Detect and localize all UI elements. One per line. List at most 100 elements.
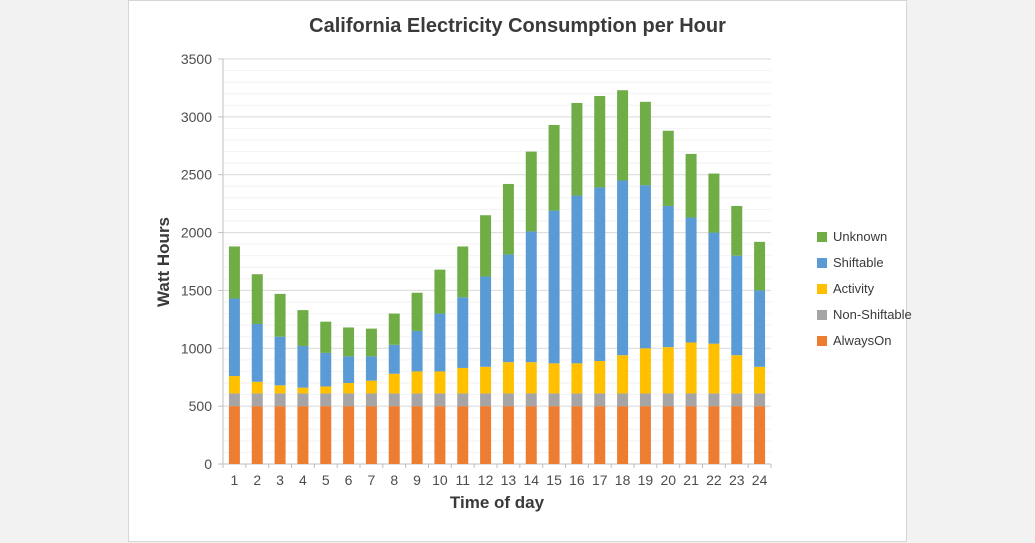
bar-segment-activity-hour-13 bbox=[502, 362, 514, 394]
bar-segment-non-shiftable-hour-19 bbox=[639, 393, 651, 407]
chart-card: California Electricity Consumption per H… bbox=[128, 0, 912, 542]
x-tick-label: 20 bbox=[660, 472, 676, 488]
x-tick-label: 9 bbox=[413, 472, 421, 488]
legend-swatch bbox=[817, 335, 827, 346]
legend-label: Shiftable bbox=[833, 255, 884, 270]
bar-segment-unknown-hour-23 bbox=[731, 205, 743, 256]
bar-segment-activity-hour-12 bbox=[480, 366, 492, 394]
bars bbox=[228, 90, 766, 464]
bar-segment-shiftable-hour-6 bbox=[343, 356, 355, 383]
bar-segment-non-shiftable-hour-17 bbox=[594, 393, 606, 407]
bar-segment-unknown-hour-8 bbox=[388, 313, 400, 345]
bar-segment-alwayson-hour-13 bbox=[502, 406, 514, 464]
bar-segment-unknown-hour-16 bbox=[571, 102, 583, 196]
bar-segment-shiftable-hour-5 bbox=[320, 352, 332, 387]
bar-segment-non-shiftable-hour-8 bbox=[388, 393, 400, 407]
bar-segment-unknown-hour-2 bbox=[251, 274, 263, 324]
bar-segment-alwayson-hour-1 bbox=[228, 406, 240, 464]
bar-segment-activity-hour-1 bbox=[228, 376, 240, 394]
bar-segment-shiftable-hour-21 bbox=[685, 217, 697, 343]
bar-segment-activity-hour-21 bbox=[685, 342, 697, 394]
bar-segment-unknown-hour-3 bbox=[274, 293, 286, 337]
bar-segment-unknown-hour-5 bbox=[320, 321, 332, 353]
bar-segment-shiftable-hour-19 bbox=[639, 185, 651, 349]
bar-segment-non-shiftable-hour-10 bbox=[434, 393, 446, 407]
bar-segment-shiftable-hour-14 bbox=[525, 231, 537, 363]
bar-segment-alwayson-hour-4 bbox=[297, 406, 309, 464]
bar-segment-shiftable-hour-20 bbox=[662, 205, 674, 348]
minor-gridlines bbox=[223, 70, 771, 453]
chart-title: California Electricity Consumption per H… bbox=[309, 15, 726, 37]
x-axis: 1 2 3 4 5 6 7 8 9 10 11 12 13 14 15 16 17 18 19 20 21 22 23 24 bbox=[222, 463, 772, 488]
bar-segment-alwayson-hour-8 bbox=[388, 406, 400, 464]
bar-segment-shiftable-hour-3 bbox=[274, 336, 286, 386]
bar-segment-shiftable-hour-22 bbox=[708, 232, 720, 344]
y-tick-label: 500 bbox=[189, 398, 213, 414]
bar-segment-shiftable-hour-16 bbox=[571, 195, 583, 364]
bar-segment-activity-hour-7 bbox=[365, 380, 377, 394]
bar-segment-alwayson-hour-3 bbox=[274, 406, 286, 464]
bar-segment-non-shiftable-hour-9 bbox=[411, 393, 423, 407]
bar-segment-shiftable-hour-15 bbox=[548, 210, 560, 364]
bar-segment-non-shiftable-hour-6 bbox=[343, 393, 355, 407]
legend-swatch bbox=[817, 231, 827, 242]
bar-segment-unknown-hour-18 bbox=[617, 90, 629, 181]
bar-segment-shiftable-hour-17 bbox=[594, 187, 606, 362]
bar-segment-non-shiftable-hour-22 bbox=[708, 393, 720, 407]
x-tick-label: 14 bbox=[523, 472, 539, 488]
bar-segment-activity-hour-24 bbox=[754, 366, 766, 394]
bar-segment-shiftable-hour-24 bbox=[754, 290, 766, 367]
bar-segment-unknown-hour-10 bbox=[434, 269, 446, 314]
bar-segment-non-shiftable-hour-21 bbox=[685, 393, 697, 407]
bar-segment-alwayson-hour-24 bbox=[754, 406, 766, 464]
bar-segment-unknown-hour-12 bbox=[480, 215, 492, 277]
bar-segment-activity-hour-9 bbox=[411, 371, 423, 394]
bar-segment-non-shiftable-hour-23 bbox=[731, 393, 743, 407]
legend-item-unknown: Unknown bbox=[817, 229, 912, 244]
bar-segment-unknown-hour-20 bbox=[662, 130, 674, 206]
legend-label: Activity bbox=[833, 281, 875, 296]
bar-segment-alwayson-hour-18 bbox=[617, 406, 629, 464]
bar-segment-non-shiftable-hour-14 bbox=[525, 393, 537, 407]
bar-segment-alwayson-hour-7 bbox=[365, 406, 377, 464]
bar-segment-unknown-hour-19 bbox=[639, 101, 651, 186]
bar-segment-non-shiftable-hour-5 bbox=[320, 393, 332, 407]
bar-segment-activity-hour-5 bbox=[320, 386, 332, 394]
y-tick-label: 3000 bbox=[181, 109, 212, 125]
y-tick-label: 1000 bbox=[181, 340, 212, 356]
bar-segment-shiftable-hour-13 bbox=[502, 254, 514, 363]
legend-item-activity: Activity bbox=[817, 281, 912, 296]
bar-segment-alwayson-hour-15 bbox=[548, 406, 560, 464]
y-tick-label: 2500 bbox=[181, 167, 212, 183]
bar-segment-non-shiftable-hour-24 bbox=[754, 393, 766, 407]
bar-segment-activity-hour-16 bbox=[571, 363, 583, 394]
x-tick-label: 4 bbox=[299, 472, 307, 488]
x-tick-label: 23 bbox=[729, 472, 745, 488]
bar-segment-alwayson-hour-11 bbox=[457, 406, 469, 464]
bar-segment-unknown-hour-21 bbox=[685, 153, 697, 218]
x-tick-label: 1 bbox=[231, 472, 239, 488]
x-tick-label: 16 bbox=[569, 472, 585, 488]
x-tick-label: 18 bbox=[615, 472, 631, 488]
bar-segment-activity-hour-2 bbox=[251, 381, 263, 394]
bar-segment-activity-hour-18 bbox=[617, 355, 629, 394]
bar-segment-shiftable-hour-8 bbox=[388, 344, 400, 374]
legend: Unknown Shiftable Activity Non-Shiftable Alw… bbox=[817, 229, 912, 359]
bar-segment-alwayson-hour-5 bbox=[320, 406, 332, 464]
y-axis: 0 500 1000 1500 2000 2500 3000 3500 bbox=[181, 51, 224, 472]
bar-segment-shiftable-hour-12 bbox=[480, 276, 492, 367]
bar-segment-shiftable-hour-18 bbox=[617, 180, 629, 356]
bar-segment-non-shiftable-hour-4 bbox=[297, 393, 309, 407]
bar-segment-shiftable-hour-1 bbox=[228, 298, 240, 377]
bar-segment-shiftable-hour-23 bbox=[731, 255, 743, 356]
x-tick-label: 19 bbox=[638, 472, 654, 488]
bar-segment-activity-hour-17 bbox=[594, 361, 606, 394]
bar-segment-activity-hour-8 bbox=[388, 373, 400, 394]
bar-segment-alwayson-hour-14 bbox=[525, 406, 537, 464]
bar-segment-activity-hour-20 bbox=[662, 347, 674, 394]
legend-swatch bbox=[817, 257, 827, 268]
x-tick-label: 17 bbox=[592, 472, 608, 488]
bar-segment-activity-hour-19 bbox=[639, 348, 651, 394]
bar-segment-shiftable-hour-11 bbox=[457, 297, 469, 368]
